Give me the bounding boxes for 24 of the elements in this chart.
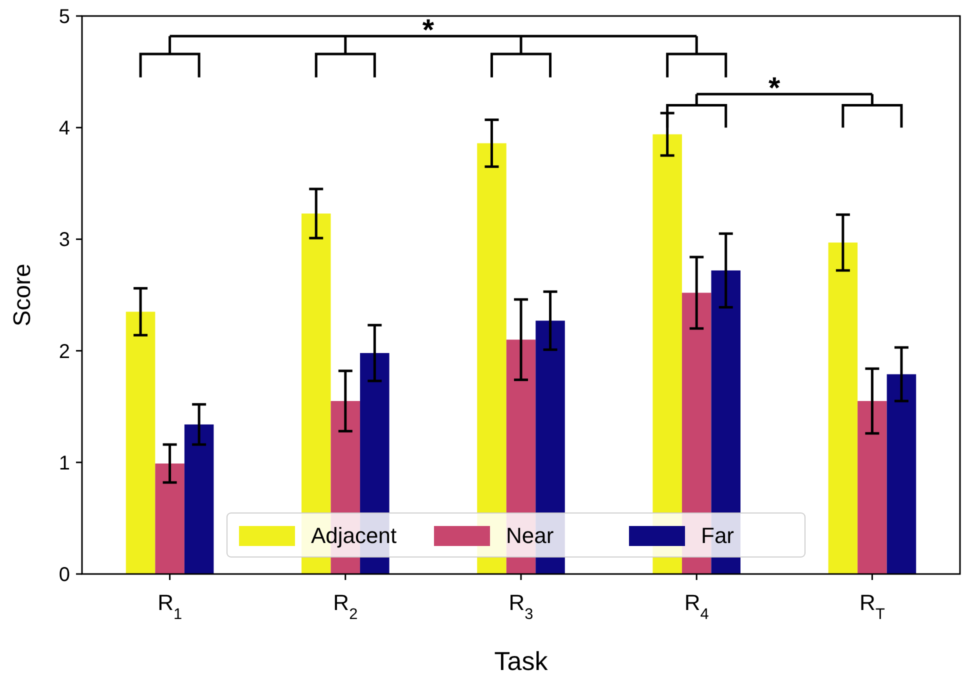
y-axis-title: Score (9, 264, 36, 326)
legend-label: Far (701, 523, 734, 548)
bar (126, 312, 156, 574)
y-tick-label: 4 (58, 118, 70, 140)
bar (886, 374, 916, 574)
bar (828, 242, 858, 574)
legend-label: Near (506, 523, 554, 548)
y-tick-label: 5 (58, 6, 70, 28)
bar (184, 424, 214, 574)
y-tick-label: 1 (58, 452, 70, 474)
x-tick-label: R$_{4}$ (684, 590, 710, 622)
y-tick-label: 0 (58, 564, 70, 586)
annotation: * (422, 14, 434, 48)
x-tick-label: R$_{2}$ (333, 590, 358, 622)
annotation: * (768, 72, 781, 106)
x-axis-title: Task (494, 646, 549, 676)
y-tick-label: 2 (58, 340, 70, 363)
x-tick-label: R$_{1}$ (158, 590, 182, 622)
legend-label: Adjacent (311, 523, 397, 548)
x-tick-label: R$_{T}$ (860, 590, 886, 622)
bar (858, 401, 887, 574)
x-tick-label: R$_{3}$ (508, 590, 534, 622)
y-tick-label: 3 (58, 229, 70, 252)
bar (155, 464, 184, 574)
